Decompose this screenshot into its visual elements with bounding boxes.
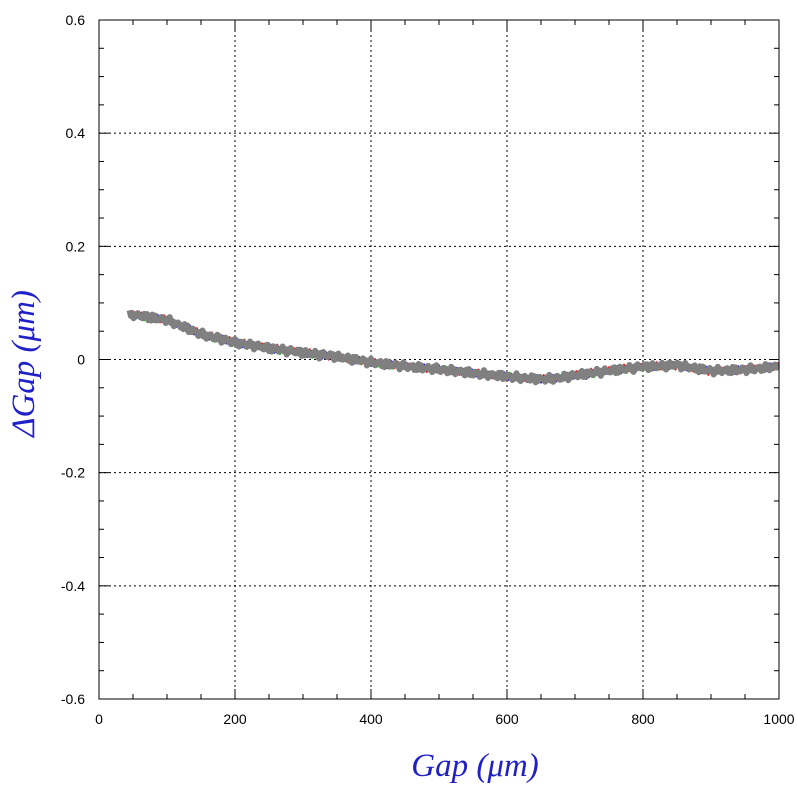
- x-tick-label: 600: [495, 711, 519, 727]
- y-axis-label: ΔGap (μm): [6, 290, 42, 439]
- tick-labels: 0 200 400 600 800 1000 0.6 0.4 0.2 0 -0.2 -0.4 -0.6: [61, 12, 795, 727]
- y-tick-label: -0.4: [61, 578, 85, 594]
- y-tick-label: 0.2: [66, 238, 86, 254]
- y-tick-label: 0: [77, 352, 85, 368]
- y-tick-label: -0.2: [61, 465, 85, 481]
- data-series-line: [126, 309, 781, 386]
- x-tick-label: 0: [95, 711, 103, 727]
- series-layer: [126, 309, 781, 386]
- grid-lines: [99, 20, 779, 699]
- x-tick-label: 400: [359, 711, 383, 727]
- y-tick-label: -0.6: [61, 691, 85, 707]
- tick-marks: [98, 19, 780, 700]
- y-tick-label: 0.6: [66, 12, 86, 28]
- x-tick-label: 800: [631, 711, 655, 727]
- x-tick-label: 200: [223, 711, 247, 727]
- y-tick-label: 0.4: [66, 125, 86, 141]
- x-axis-label: Gap (μm): [411, 748, 538, 784]
- x-tick-label: 1000: [763, 711, 794, 727]
